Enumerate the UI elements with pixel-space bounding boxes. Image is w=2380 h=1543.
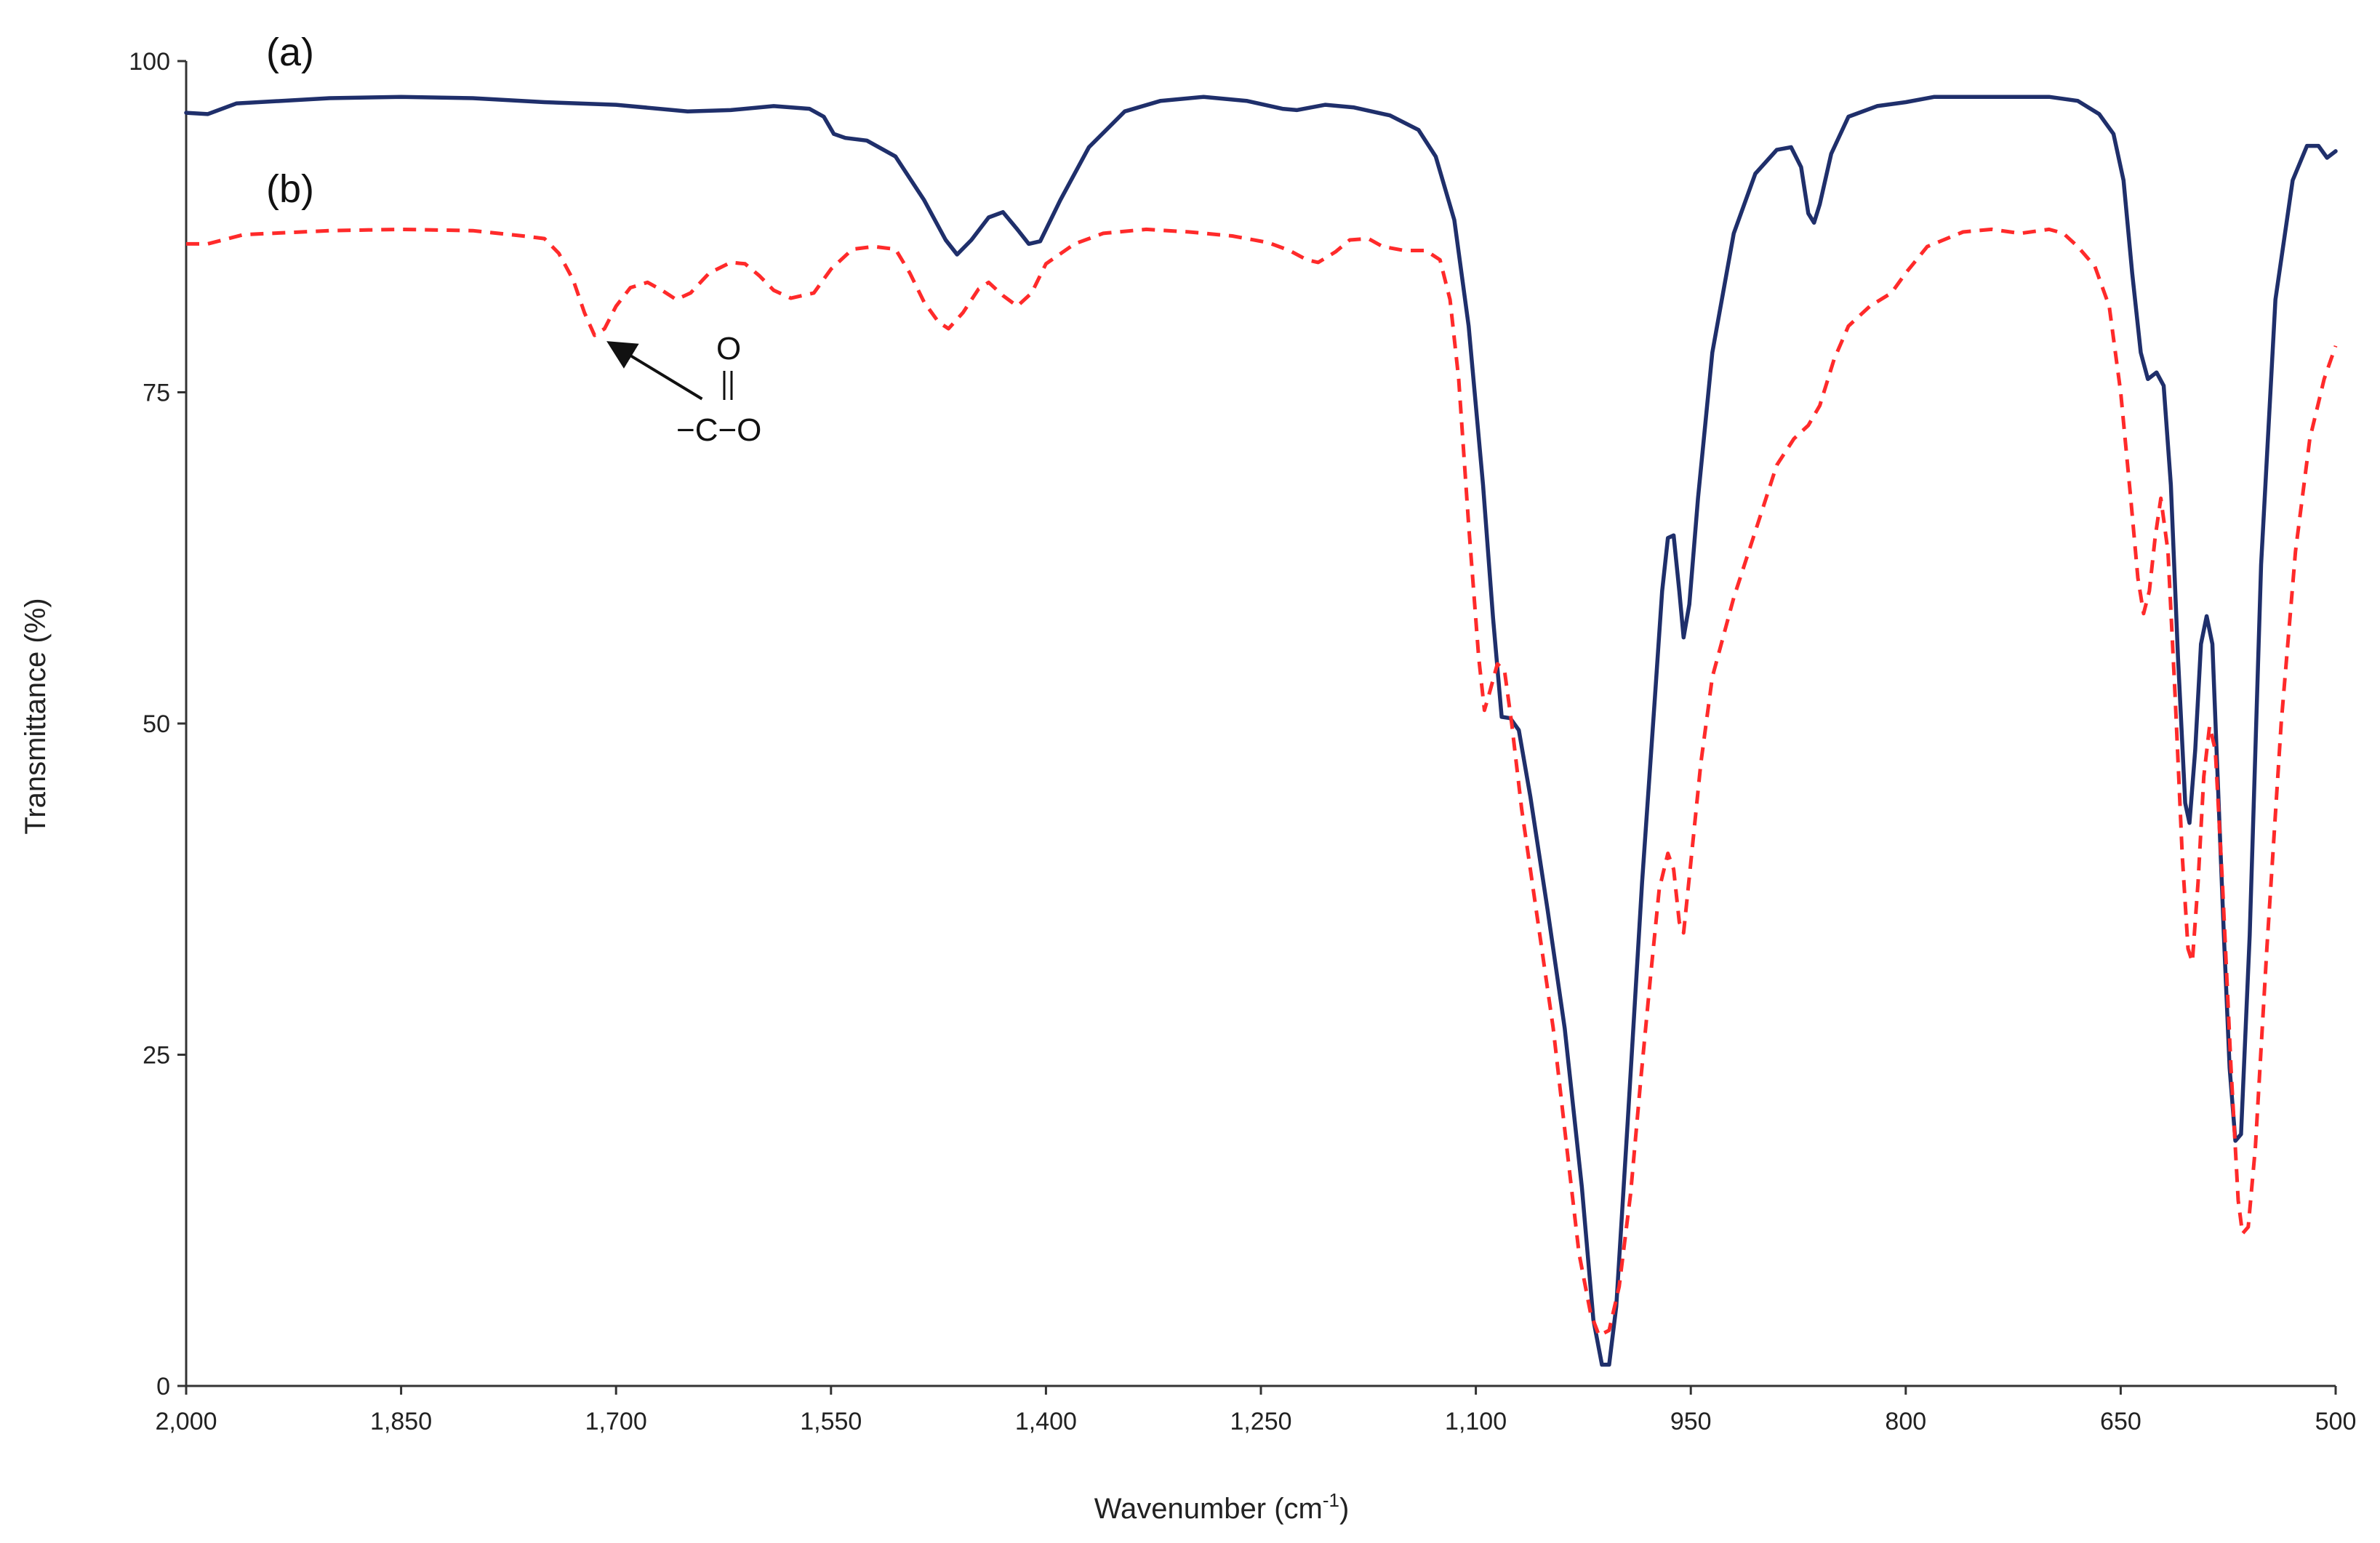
x-tick-label: 1,400	[1015, 1408, 1077, 1435]
y-tick-label: 0	[156, 1373, 170, 1400]
x-tick-label: 650	[2100, 1408, 2141, 1435]
x-tick-label: 1,850	[370, 1408, 432, 1435]
y-tick-label: 25	[143, 1042, 170, 1070]
x-tick-label: 800	[1885, 1408, 1926, 1435]
series-layer	[184, 95, 2338, 1367]
x-tick-label: 1,550	[800, 1408, 862, 1435]
series-line-b	[186, 227, 2338, 1338]
x-tick-label: 500	[2315, 1408, 2357, 1435]
annotation-arrow	[606, 341, 703, 401]
y-tick-label: 100	[129, 48, 170, 76]
y-axis-ticks: 0 25 50 75 100	[129, 48, 186, 1400]
series-b-label: (b)	[266, 167, 314, 211]
x-axis-title: Wavenumber (cm-1)	[1094, 1489, 1350, 1525]
x-axis-ticks: 2,000 1,850 1,700 1,550 1,400 1,250 1,100 950 80…	[155, 1386, 2356, 1435]
x-tick-label: 2,000	[155, 1408, 217, 1435]
x-axis-title-superscript: -1	[1323, 1489, 1339, 1511]
series-a-label: (a)	[266, 31, 314, 74]
plot-area: 0 25 50 75 100 2,000 1,850 1,700 1,550 1,400 1,25…	[129, 48, 2356, 1435]
carboxyl-annotation: O −C−O	[606, 331, 761, 448]
carboxyl-chain-label: −C−O	[676, 412, 761, 448]
y-axis-title: Transmittance (%)	[20, 598, 52, 834]
x-tick-label: 1,100	[1445, 1408, 1507, 1435]
y-tick-label: 75	[143, 380, 170, 407]
x-tick-label: 1,250	[1230, 1408, 1291, 1435]
series-line-a	[184, 95, 2338, 1367]
carbonyl-oxygen-label: O	[716, 331, 741, 366]
y-tick-label: 50	[143, 710, 170, 738]
x-tick-label: 1,700	[585, 1408, 647, 1435]
x-tick-label: 950	[1670, 1408, 1712, 1435]
